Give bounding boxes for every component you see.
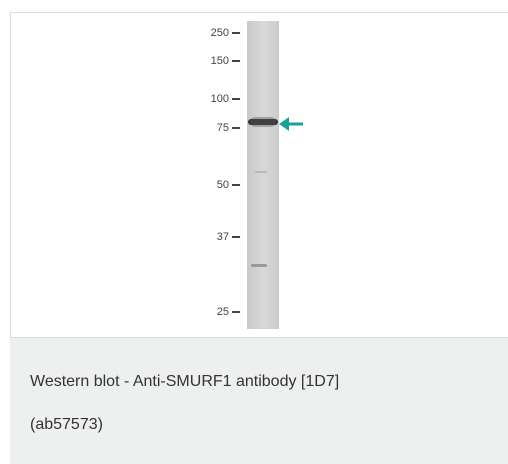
figure: 250 150 100 75 50 37 25 xyxy=(10,12,508,338)
band-halo xyxy=(250,117,276,127)
blot-image: 250 150 100 75 50 37 25 xyxy=(11,13,508,339)
marker-label: 75 xyxy=(217,122,229,134)
page: 250 150 100 75 50 37 25 Western blot - A… xyxy=(0,0,508,464)
marker-label: 25 xyxy=(217,306,229,318)
marker-label: 100 xyxy=(211,93,229,105)
caption-line: (ab57573) xyxy=(30,416,103,434)
marker-label: 37 xyxy=(217,231,229,243)
caption: Western blot - Anti-SMURF1 antibody [1D7… xyxy=(10,338,508,464)
caption-line: Western blot - Anti-SMURF1 antibody [1D7… xyxy=(30,373,339,391)
lane xyxy=(247,21,279,329)
markers: 250 150 100 75 50 37 25 xyxy=(211,27,240,318)
arrow xyxy=(279,117,303,131)
marker-label: 150 xyxy=(211,55,229,67)
faint-band xyxy=(255,171,267,173)
marker-label: 250 xyxy=(211,27,229,39)
faint-band xyxy=(251,264,267,267)
marker-label: 50 xyxy=(217,179,229,191)
